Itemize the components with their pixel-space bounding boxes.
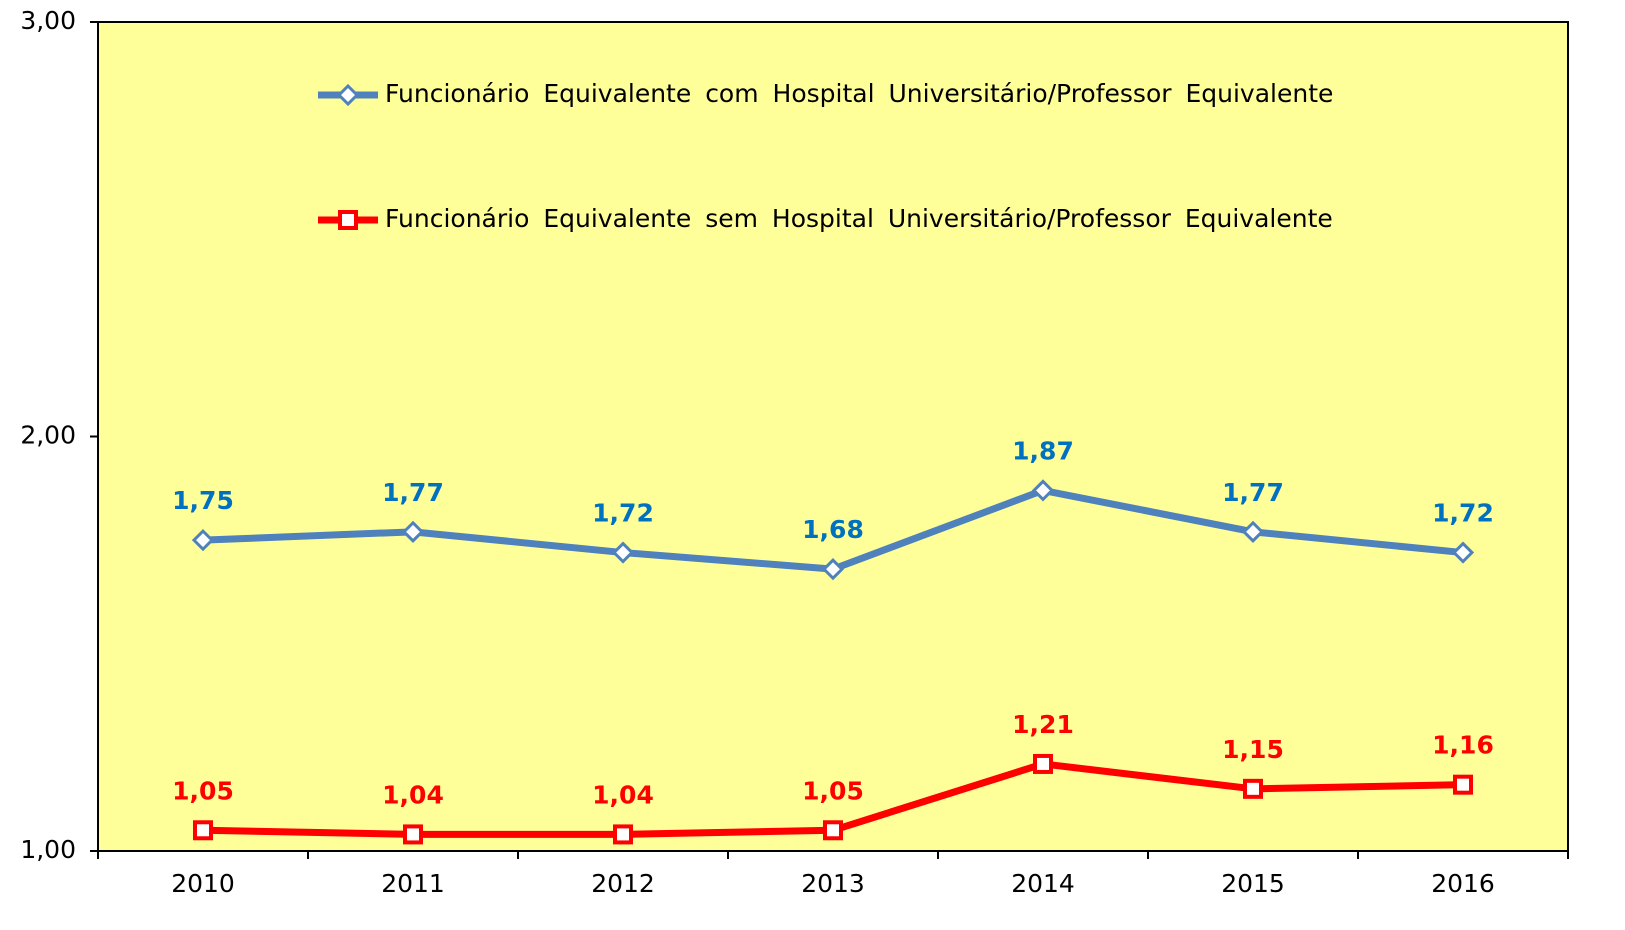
y-tick-label: 1,00	[20, 835, 76, 864]
x-tick-label: 2013	[801, 869, 865, 898]
point	[1243, 778, 1263, 799]
x-tick-label: 2014	[1011, 869, 1075, 898]
value-label: 1,68	[802, 515, 864, 544]
y-tick-label: 2,00	[20, 421, 76, 450]
value-label: 1,75	[172, 486, 234, 515]
x-tick-label: 2011	[381, 869, 445, 898]
point	[611, 541, 635, 564]
legend-label: Funcionário Equivalente com Hospital Uni…	[385, 79, 1333, 108]
legend-marker	[338, 210, 358, 230]
value-label: 1,04	[382, 780, 444, 809]
point	[1451, 541, 1475, 564]
y-tick-label: 3,00	[20, 6, 76, 35]
point	[403, 824, 423, 845]
value-label: 1,21	[1012, 710, 1074, 739]
point	[193, 820, 213, 841]
legend-marker	[336, 83, 360, 107]
value-label: 1,05	[172, 776, 234, 805]
point	[1031, 479, 1055, 502]
value-label: 1,77	[1222, 478, 1284, 507]
value-label: 1,04	[592, 780, 654, 809]
x-tick-label: 2010	[171, 869, 235, 898]
point	[191, 529, 215, 552]
plot-area	[97, 21, 1569, 852]
point	[613, 824, 633, 845]
point	[823, 820, 843, 841]
point	[821, 558, 845, 581]
value-label: 1,72	[1432, 499, 1494, 528]
x-tick-label: 2012	[591, 869, 655, 898]
x-tick-label: 2015	[1221, 869, 1285, 898]
point	[1241, 520, 1265, 543]
point	[1033, 753, 1053, 774]
point	[1453, 774, 1473, 795]
value-label: 1,87	[1012, 436, 1074, 465]
value-label: 1,15	[1222, 735, 1284, 764]
value-label: 1,16	[1432, 731, 1494, 760]
value-label: 1,05	[802, 776, 864, 805]
x-tick-label: 2016	[1431, 869, 1495, 898]
value-label: 1,77	[382, 478, 444, 507]
point	[401, 520, 425, 543]
legend-label: Funcionário Equivalente sem Hospital Uni…	[385, 204, 1333, 233]
value-label: 1,72	[592, 499, 654, 528]
